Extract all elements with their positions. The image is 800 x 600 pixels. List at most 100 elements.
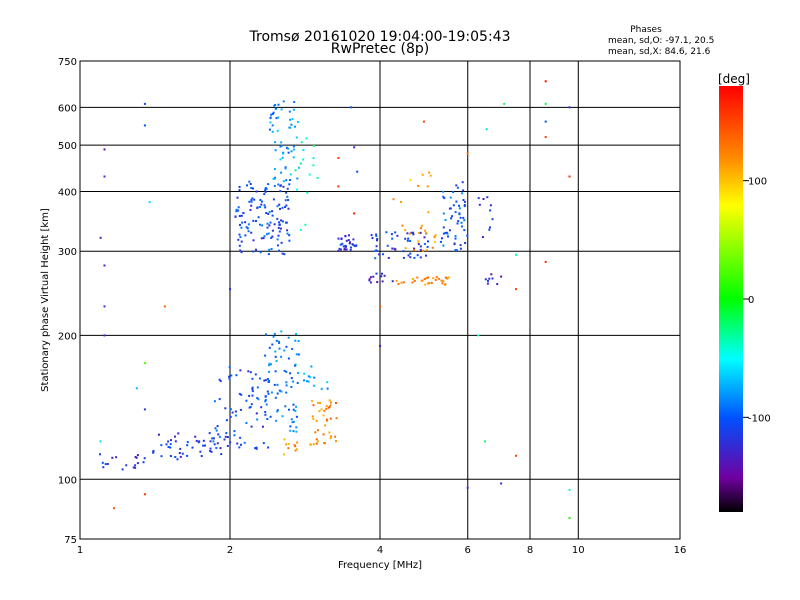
data-point xyxy=(268,362,271,365)
data-point xyxy=(458,212,461,215)
data-point xyxy=(297,353,300,356)
data-point xyxy=(280,219,283,222)
data-point xyxy=(489,209,492,212)
data-point xyxy=(376,239,378,242)
data-point xyxy=(238,215,241,217)
data-point xyxy=(273,168,276,171)
data-point xyxy=(294,169,297,172)
data-point xyxy=(515,454,517,457)
data-point xyxy=(327,406,330,409)
data-point xyxy=(271,229,274,232)
data-point xyxy=(459,244,462,247)
data-point xyxy=(455,249,458,252)
data-point xyxy=(228,366,231,369)
colorbar-ticks: 100 0 -100 xyxy=(743,177,771,424)
data-point xyxy=(293,148,295,151)
data-point xyxy=(256,418,259,421)
data-point xyxy=(268,128,271,131)
data-point xyxy=(250,204,253,207)
data-point xyxy=(423,278,426,281)
plot-frame xyxy=(79,60,681,540)
data-point xyxy=(303,372,306,375)
data-point xyxy=(421,173,424,176)
data-point xyxy=(296,188,298,191)
data-point xyxy=(234,215,237,218)
data-point xyxy=(249,371,252,374)
data-point xyxy=(252,250,255,253)
data-point xyxy=(288,183,291,186)
data-point xyxy=(289,425,292,428)
data-point xyxy=(491,218,494,221)
data-point xyxy=(463,204,466,206)
data-point xyxy=(412,233,415,236)
data-point xyxy=(264,395,267,398)
data-point xyxy=(393,247,396,250)
chart-title: Tromsø 20161020 19:04:00-19:05:43 xyxy=(249,29,511,45)
data-point xyxy=(337,249,340,252)
data-point xyxy=(229,441,232,444)
data-point xyxy=(482,198,485,200)
data-point xyxy=(125,464,128,467)
data-point xyxy=(463,200,466,203)
data-point xyxy=(458,207,461,210)
data-point xyxy=(312,144,315,147)
data-point xyxy=(202,439,205,442)
data-point xyxy=(267,380,270,383)
data-point xyxy=(369,276,372,279)
data-point xyxy=(277,183,280,186)
data-point xyxy=(276,392,279,395)
data-point xyxy=(408,232,411,235)
data-point xyxy=(390,233,393,236)
data-point xyxy=(411,281,414,284)
data-point xyxy=(335,440,337,443)
y-tick-label: 200 xyxy=(58,331,77,342)
y-tick-label: 600 xyxy=(58,103,77,114)
data-point xyxy=(292,420,295,423)
data-point xyxy=(289,429,292,432)
data-point xyxy=(290,150,293,153)
x-tick-label: 6 xyxy=(465,545,471,556)
data-point xyxy=(230,374,233,377)
data-point xyxy=(255,190,258,193)
data-point xyxy=(434,278,437,281)
data-point xyxy=(375,235,378,237)
data-point xyxy=(400,281,403,284)
data-point xyxy=(434,234,437,237)
data-point xyxy=(204,444,206,447)
data-point xyxy=(291,421,294,424)
data-point xyxy=(291,118,294,121)
data-point xyxy=(264,354,267,357)
data-point xyxy=(454,249,457,251)
data-point xyxy=(239,369,242,372)
data-point xyxy=(209,440,212,443)
data-point xyxy=(371,237,374,240)
data-point xyxy=(285,191,288,194)
data-point xyxy=(249,209,252,211)
y-tick-label: 75 xyxy=(64,535,77,546)
data-point xyxy=(268,364,271,367)
data-point xyxy=(240,443,242,446)
data-point xyxy=(460,221,463,224)
data-point xyxy=(417,231,420,234)
data-point xyxy=(392,198,395,201)
data-point xyxy=(148,201,151,204)
data-point xyxy=(283,438,286,441)
data-point xyxy=(326,381,329,384)
data-point xyxy=(395,279,398,282)
data-point xyxy=(121,468,124,471)
data-point xyxy=(212,437,215,440)
data-point xyxy=(447,276,450,279)
data-point xyxy=(323,409,326,412)
data-point xyxy=(251,388,254,390)
data-point xyxy=(515,288,517,291)
data-point xyxy=(249,406,252,408)
data-point xyxy=(429,174,432,177)
x-tick-label: 8 xyxy=(527,545,533,556)
data-point xyxy=(247,230,250,233)
data-point xyxy=(568,488,571,491)
data-point xyxy=(274,107,277,110)
data-point xyxy=(143,408,146,411)
data-point xyxy=(402,250,405,253)
data-point xyxy=(439,240,442,243)
data-point xyxy=(296,177,299,180)
